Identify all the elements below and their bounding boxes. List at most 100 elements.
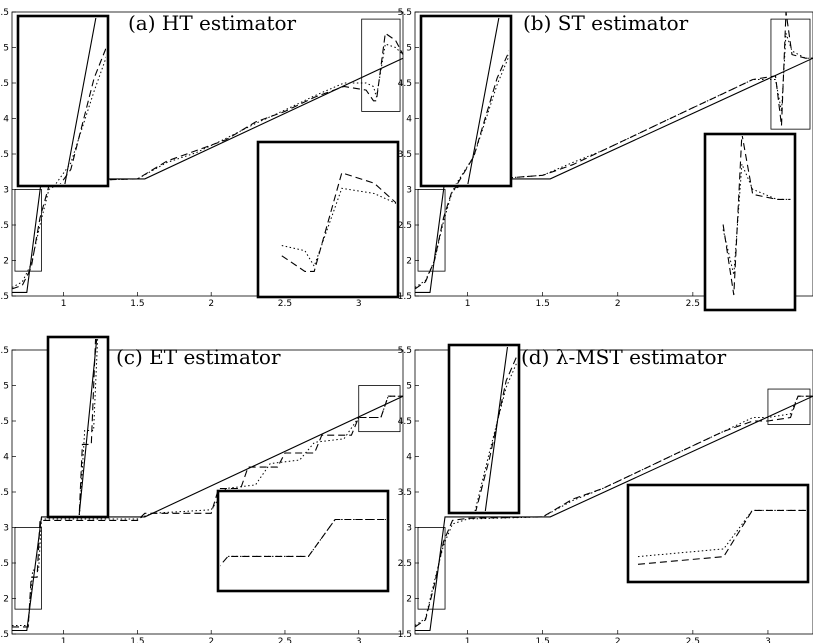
inset-1 [419, 14, 513, 188]
x-tick-label: 1.5 [130, 637, 144, 643]
x-tick-label: 1.5 [130, 299, 144, 309]
x-tick-label: 2 [615, 299, 621, 309]
inset-frame [626, 483, 810, 584]
panel-3: 1.5 2 2.5 3 3.5 4 4.5 5 5.5 1 1.5 2 2.5 3 (c) ET estim… [0, 335, 404, 643]
dotted-series-line [11, 43, 404, 288]
inset-1 [46, 335, 110, 519]
panel-title: (a) HT estimator [128, 11, 297, 35]
dotted-inset-line [78, 339, 99, 515]
y-tick-label: 2.5 [398, 559, 412, 569]
solid-inset-line [467, 18, 500, 184]
inset-1 [447, 343, 521, 515]
y-tick-label: 1.5 [398, 630, 412, 640]
dashed-inset-line [637, 509, 806, 565]
y-tick-label: 4.5 [0, 79, 9, 89]
dashed-inset-line [475, 354, 517, 511]
dotted-inset-line [281, 187, 396, 268]
y-tick-label: 1.5 [398, 292, 412, 302]
solid-inset-line [484, 347, 509, 511]
x-tick-label: 1 [61, 637, 67, 643]
y-tick-label: 2 [3, 595, 9, 605]
dashed-inset-line [456, 50, 509, 184]
panel-title: (c) ET estimator [116, 345, 281, 369]
y-tick-label: 2 [406, 257, 412, 267]
y-tick-label: 5.5 [398, 346, 412, 356]
dashed-inset-line [59, 46, 106, 184]
solid-series-line [12, 395, 404, 632]
panel-1: 1.5 2 2.5 3 3.5 4 4.5 5 5.5 1 1.5 2 2.5 3 (a) HT estim… [0, 8, 404, 309]
y-tick-label: 3.5 [0, 488, 9, 498]
y-tick-label: 4.5 [398, 79, 412, 89]
x-tick-label: 1.5 [535, 637, 549, 643]
y-tick-label: 4 [406, 453, 412, 463]
y-tick-label: 1.5 [0, 292, 9, 302]
y-tick-label: 5 [3, 382, 9, 392]
dotted-series-line [12, 395, 403, 626]
zoom-region-box [14, 189, 42, 272]
y-tick-label: 5.5 [0, 8, 9, 18]
y-tick-label: 5 [406, 44, 412, 54]
x-tick-label: 1 [61, 299, 67, 309]
y-tick-label: 3 [3, 524, 9, 534]
y-tick-label: 5.5 [398, 8, 412, 18]
inset-frame [447, 343, 521, 515]
dotted-inset-line [722, 163, 791, 275]
y-tick-label: 2 [406, 595, 412, 605]
inset-frame [16, 14, 110, 188]
zoom-region-box [767, 388, 811, 425]
x-tick-label: 2.5 [686, 637, 700, 643]
dotted-series-line [414, 395, 813, 626]
y-tick-label: 2.5 [0, 221, 9, 231]
inset-2 [256, 140, 400, 299]
y-tick-label: 3 [406, 524, 412, 534]
inset-1 [16, 14, 110, 188]
y-tick-label: 2.5 [0, 559, 9, 569]
x-tick-label: 2.5 [278, 637, 292, 643]
inset-frame [216, 489, 390, 593]
y-tick-label: 5.5 [0, 346, 9, 356]
zoom-region-box [358, 385, 401, 433]
zoom-region-box [361, 18, 401, 112]
dashed-series-line [12, 395, 403, 628]
x-tick-label: 3 [765, 637, 771, 643]
inset-2 [626, 483, 810, 584]
inset-frame [256, 140, 400, 299]
y-tick-label: 2.5 [398, 221, 412, 231]
solid-series-line [415, 395, 813, 632]
panel-title: (d) λ-MST estimator [521, 345, 727, 369]
dotted-inset-line [55, 56, 106, 184]
inset-frame [703, 132, 797, 312]
inset-frame [46, 335, 110, 519]
zoom-region-box [417, 527, 446, 610]
y-tick-label: 4.5 [398, 417, 412, 427]
inset-2 [703, 132, 797, 312]
dashed-inset-line [78, 339, 97, 515]
zoom-region-box [770, 18, 811, 130]
y-tick-label: 3.5 [398, 150, 412, 160]
y-tick-label: 4.5 [0, 417, 9, 427]
zoom-region-box [14, 527, 42, 610]
x-tick-label: 3 [356, 637, 362, 643]
y-tick-label: 5 [3, 44, 9, 54]
x-tick-label: 1 [465, 299, 471, 309]
y-tick-label: 3 [3, 186, 9, 196]
dotted-inset-line [228, 519, 386, 557]
dotted-inset-line [455, 54, 509, 184]
x-tick-label: 2.5 [278, 299, 292, 309]
dashed-series-line [11, 32, 404, 290]
y-tick-label: 4 [3, 115, 9, 125]
x-tick-label: 2 [208, 299, 214, 309]
solid-inset-line [64, 18, 97, 184]
y-tick-label: 4 [406, 115, 412, 125]
x-tick-label: 2 [615, 637, 621, 643]
y-tick-label: 2 [3, 257, 9, 267]
zoom-region-box [417, 189, 446, 272]
inset-frame [419, 14, 513, 188]
panel-title: (b) ST estimator [523, 11, 689, 35]
y-tick-label: 4 [3, 453, 9, 463]
x-tick-label: 1 [465, 637, 471, 643]
y-tick-label: 5 [406, 382, 412, 392]
solid-inset-line [78, 339, 98, 515]
y-tick-label: 3.5 [0, 150, 9, 160]
